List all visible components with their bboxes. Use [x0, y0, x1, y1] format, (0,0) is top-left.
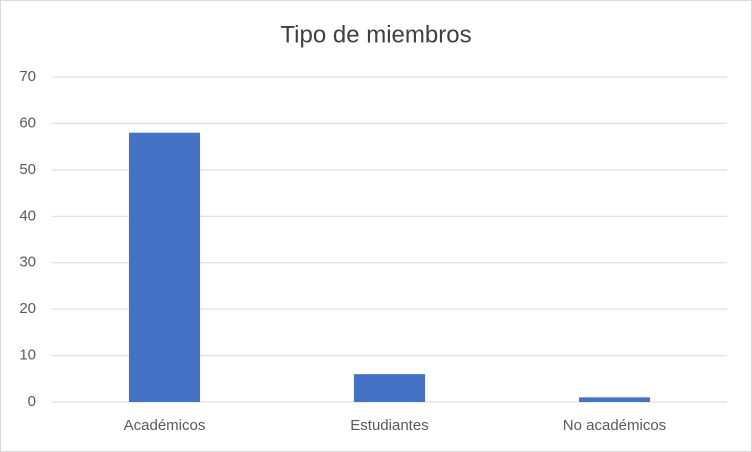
x-tick-label: Estudiantes: [350, 417, 428, 434]
bar: [353, 374, 426, 402]
y-tick-label: 40: [19, 207, 36, 224]
bar: [128, 132, 201, 402]
x-tick-label: Académicos: [124, 417, 206, 434]
y-tick-label: 10: [19, 347, 36, 364]
bar: [578, 397, 651, 402]
y-tick-label: 0: [28, 393, 36, 410]
y-tick-label: 70: [19, 68, 36, 85]
y-tick-label: 60: [19, 114, 36, 131]
y-tick-label: 50: [19, 161, 36, 178]
y-tick-label: 30: [19, 254, 36, 271]
x-tick-label: No académicos: [563, 417, 666, 434]
chart-title: Tipo de miembros: [280, 21, 471, 48]
y-tick-label: 20: [19, 300, 36, 317]
